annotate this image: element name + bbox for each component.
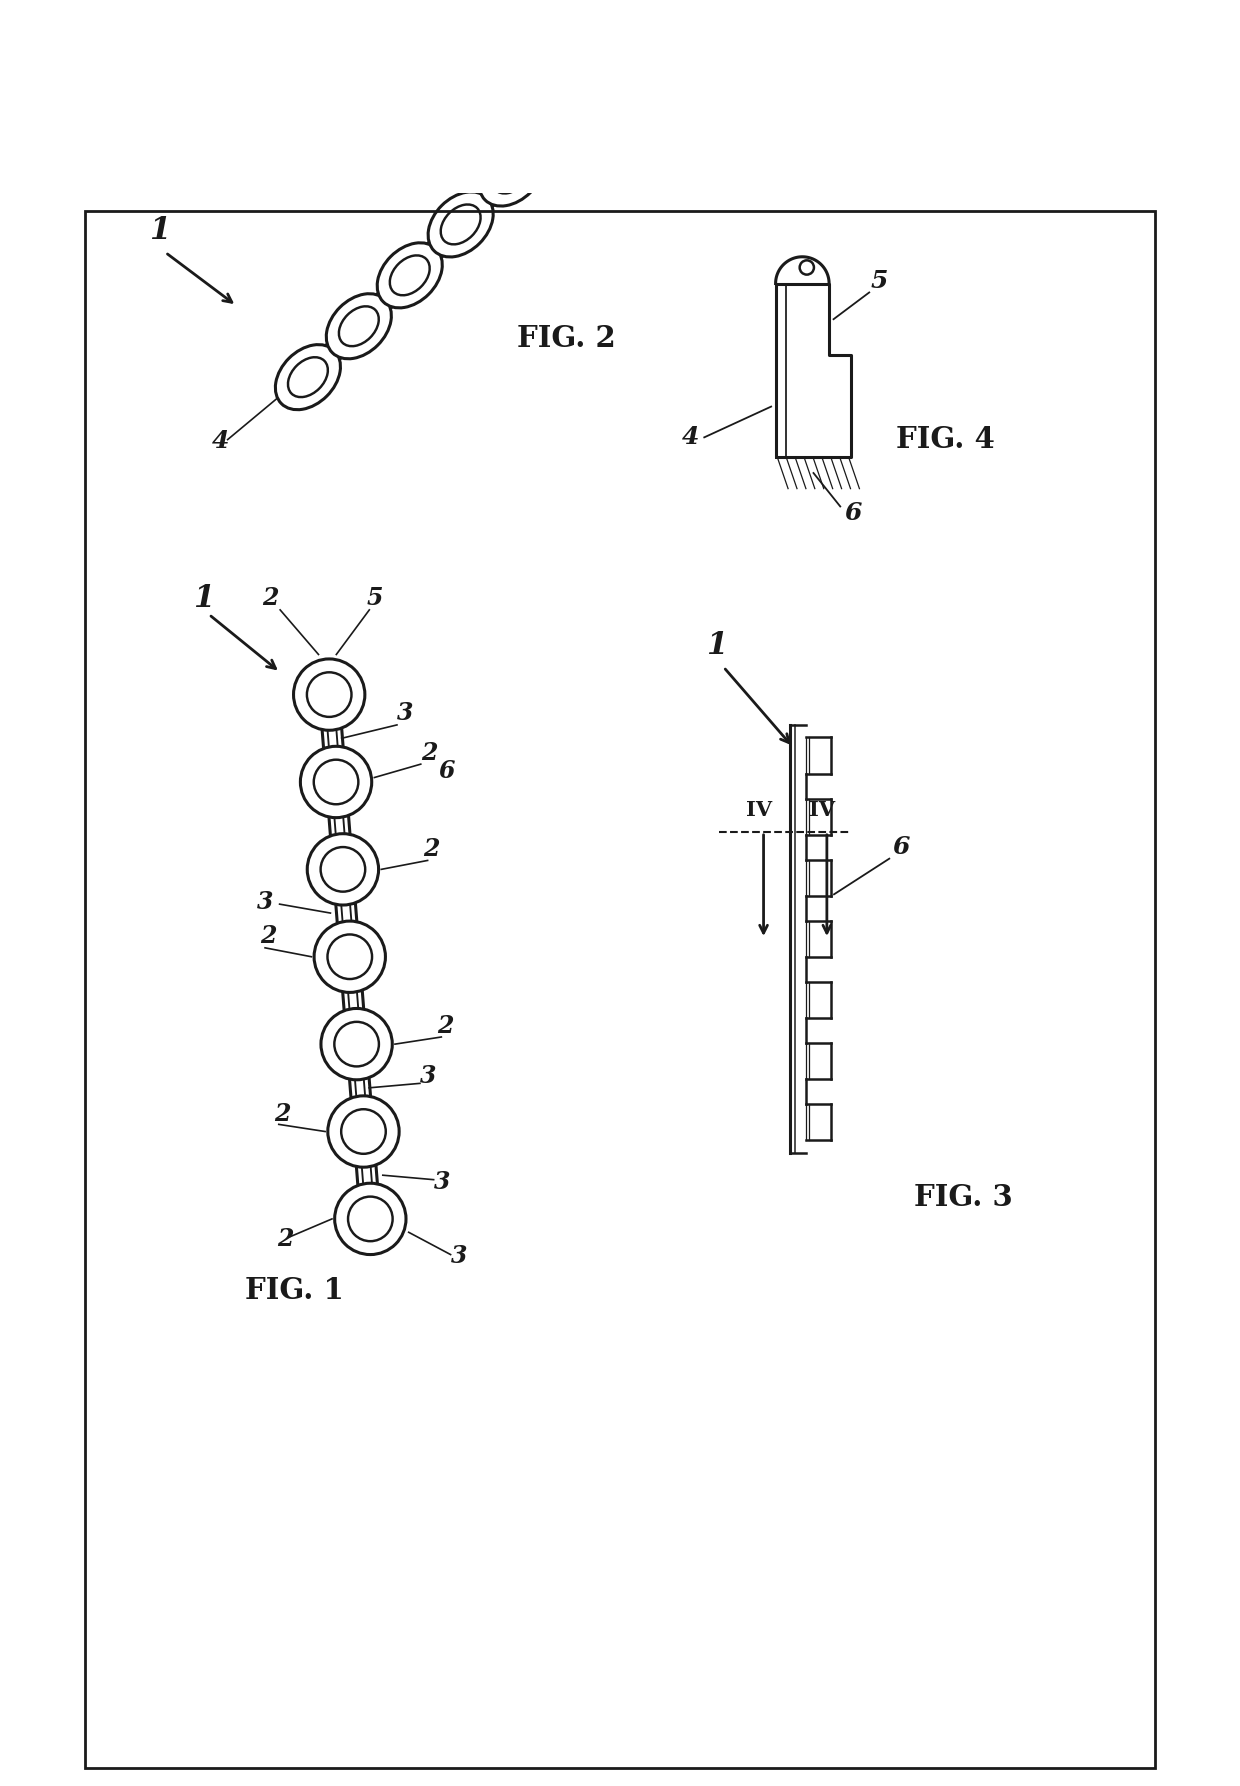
Ellipse shape [275,345,341,409]
Text: 2: 2 [420,741,438,764]
Circle shape [314,922,386,993]
Text: IV: IV [745,800,771,820]
Ellipse shape [529,89,595,155]
Circle shape [294,659,365,730]
Text: 1: 1 [149,214,170,246]
Text: IV: IV [808,800,836,820]
Text: FIG. 4: FIG. 4 [897,425,996,454]
Text: 3: 3 [450,1245,467,1268]
Circle shape [300,747,372,818]
Text: 6: 6 [844,500,862,525]
Text: 2: 2 [263,586,279,611]
Text: 2: 2 [274,1102,291,1125]
Text: 4: 4 [682,425,699,448]
Text: FIG. 3: FIG. 3 [914,1184,1013,1213]
Text: 2: 2 [277,1227,293,1250]
Circle shape [335,1184,405,1254]
Ellipse shape [377,243,443,307]
Text: 1: 1 [706,630,727,661]
Text: 6: 6 [439,759,455,782]
Text: FIG. 2: FIG. 2 [517,323,615,352]
Text: 3: 3 [434,1170,450,1193]
Text: 4: 4 [212,429,229,454]
Circle shape [321,1009,392,1081]
Text: FIG. 1: FIG. 1 [246,1277,345,1306]
Text: 2: 2 [260,925,277,948]
Text: 2: 2 [423,838,440,861]
Text: 1: 1 [192,584,215,614]
Text: 5: 5 [870,270,888,293]
Ellipse shape [479,141,544,205]
Circle shape [308,834,378,906]
Text: 6: 6 [892,836,909,859]
Ellipse shape [326,293,392,359]
Text: 3: 3 [397,702,413,725]
Text: 2: 2 [436,1014,454,1038]
Ellipse shape [580,39,646,104]
Text: 3: 3 [258,889,274,914]
Text: 5: 5 [367,586,383,611]
Ellipse shape [428,191,494,257]
Text: 3: 3 [420,1064,436,1088]
Circle shape [327,1097,399,1168]
